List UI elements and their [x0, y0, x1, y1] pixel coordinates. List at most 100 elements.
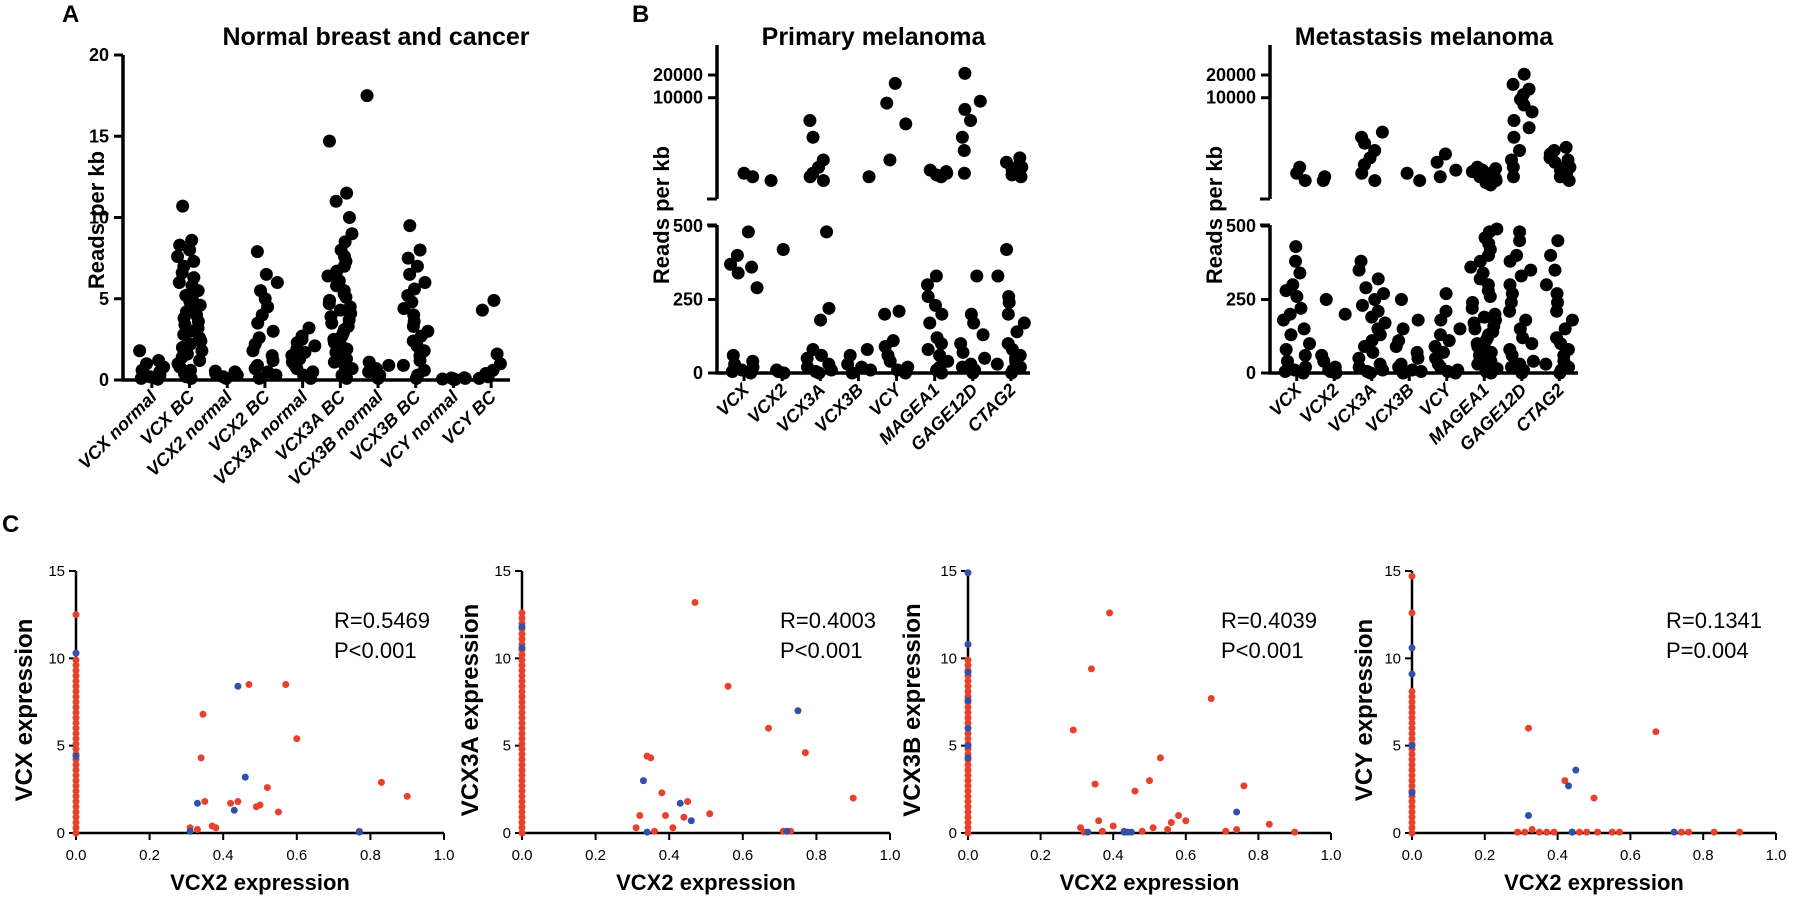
- data-point: [1559, 140, 1573, 154]
- data-point-red: [1594, 828, 1602, 836]
- data-point-red: [518, 829, 526, 837]
- data-point: [970, 269, 984, 283]
- data-point: [1453, 322, 1467, 336]
- data-point-red: [72, 829, 80, 837]
- data-point-red: [1408, 803, 1416, 811]
- data-point-red: [1408, 808, 1416, 816]
- data-point: [1466, 295, 1480, 309]
- data-point: [964, 113, 978, 127]
- data-point-red: [964, 771, 972, 779]
- data-point: [1558, 322, 1572, 336]
- data-point-red: [1408, 766, 1416, 774]
- data-point-red: [72, 703, 80, 711]
- data-point: [724, 257, 738, 271]
- data-point: [1464, 260, 1478, 274]
- y-tick-label: 20: [89, 45, 109, 65]
- data-point-red: [636, 812, 644, 820]
- y-tick-label: 250: [1226, 290, 1256, 310]
- data-point-red: [518, 750, 526, 758]
- x-tick-label: 0.6: [286, 847, 307, 864]
- data-point-red: [964, 819, 972, 827]
- x-tick-label: 1.0: [880, 847, 901, 864]
- data-point: [1377, 287, 1391, 301]
- data-point: [1299, 360, 1313, 374]
- p-value: P<0.001: [780, 638, 863, 663]
- data-point-red: [964, 719, 972, 727]
- data-point-red: [518, 682, 526, 690]
- data-point: [816, 153, 830, 167]
- data-point-red: [964, 803, 972, 811]
- data-point: [929, 269, 943, 283]
- data-point-red: [1408, 714, 1416, 722]
- data-point-blue: [1233, 808, 1241, 816]
- data-point-red: [1408, 703, 1416, 711]
- data-point: [991, 269, 1005, 283]
- y-tick-label: 5: [503, 738, 511, 755]
- data-point: [1433, 328, 1447, 342]
- data-point-red: [1240, 782, 1248, 790]
- data-point: [1303, 337, 1317, 351]
- data-point-red: [72, 682, 80, 690]
- data-point-red: [72, 698, 80, 706]
- data-point: [1394, 293, 1408, 306]
- p-value: P<0.001: [334, 638, 417, 663]
- data-point: [958, 102, 972, 116]
- chart-title: Metastasis melanoma: [1295, 23, 1555, 51]
- data-point-red: [518, 798, 526, 806]
- data-point: [923, 316, 937, 330]
- data-point-red: [964, 688, 972, 696]
- data-point: [1522, 82, 1536, 96]
- data-point-red: [1685, 828, 1693, 836]
- data-point: [1477, 310, 1491, 324]
- data-point-red: [1408, 829, 1416, 837]
- data-point-blue: [639, 777, 647, 785]
- data-point: [1506, 170, 1520, 184]
- data-point: [822, 357, 836, 371]
- data-point: [1355, 298, 1369, 312]
- data-point-blue: [1524, 812, 1532, 820]
- data-point-red: [632, 824, 640, 832]
- data-point: [1451, 363, 1465, 377]
- y-tick-label: 5: [1393, 738, 1401, 755]
- data-point-red: [518, 708, 526, 716]
- data-point: [730, 248, 744, 262]
- y-tick-label: 15: [494, 563, 511, 580]
- data-point: [964, 357, 978, 371]
- x-tick-label: 0.8: [806, 847, 827, 864]
- data-point-red: [964, 703, 972, 711]
- x-tick-label: 0.6: [732, 847, 753, 864]
- data-point-red: [256, 801, 264, 809]
- data-point-blue: [643, 828, 651, 836]
- data-point: [990, 357, 1004, 371]
- data-point-red: [518, 724, 526, 732]
- data-point: [457, 371, 471, 385]
- y-tick-label: 0: [99, 370, 109, 390]
- data-point-blue: [1568, 828, 1576, 836]
- data-point: [746, 354, 760, 368]
- x-tick-label: 0.8: [1248, 847, 1269, 864]
- data-point-red: [964, 824, 972, 832]
- data-point-red: [245, 681, 253, 689]
- y-tick-label: 20000: [653, 65, 703, 85]
- data-point: [1504, 153, 1518, 167]
- r-value: R=0.4003: [780, 608, 876, 633]
- data-point-red: [518, 787, 526, 795]
- y-tick-label: 250: [673, 290, 703, 310]
- y-tick-label: 10000: [653, 88, 703, 108]
- data-point: [1298, 348, 1312, 362]
- data-point-red: [72, 787, 80, 795]
- data-point-red: [1408, 698, 1416, 706]
- data-point-red: [518, 740, 526, 748]
- data-point: [958, 66, 972, 80]
- data-point: [750, 281, 764, 295]
- data-point-red: [680, 813, 688, 821]
- data-point: [1010, 325, 1024, 339]
- data-point: [1392, 334, 1406, 348]
- data-point-red: [1408, 798, 1416, 806]
- data-point-blue: [241, 773, 249, 781]
- data-point-red: [724, 682, 732, 690]
- data-point: [1547, 144, 1561, 158]
- data-point-red: [964, 708, 972, 716]
- data-point: [172, 276, 186, 289]
- data-point: [1354, 254, 1368, 268]
